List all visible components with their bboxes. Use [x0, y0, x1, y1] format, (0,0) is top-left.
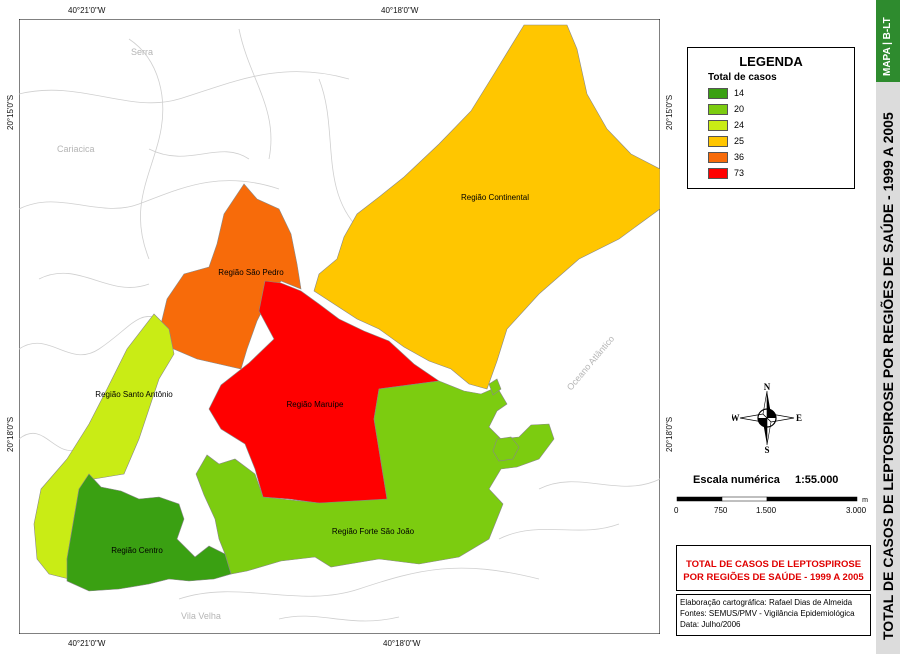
credits-box: Elaboração cartográfica: Rafael Dias de …	[676, 594, 871, 636]
legend-swatch	[708, 136, 728, 147]
side-title-band	[876, 82, 900, 654]
background-lines	[19, 28, 660, 622]
legend-swatch	[708, 168, 728, 179]
legend-subtitle: Total de casos	[708, 72, 777, 83]
legend-swatch	[708, 104, 728, 115]
scale-title: Escala numérica	[693, 474, 780, 486]
region-centro-shape[interactable]	[66, 473, 232, 592]
credit-author: Elaboração cartográfica: Rafael Dias de …	[680, 598, 853, 607]
region-forte-sao-joao-shape[interactable]	[195, 380, 555, 575]
scale-value: 1:55.000	[795, 474, 839, 486]
map-canvas: Região Continental Região São Pedro Regi…	[19, 19, 660, 634]
scale-tick: 750	[714, 506, 728, 515]
coord-right-lower: 20°18'0"S	[665, 416, 674, 452]
compass-s: S	[764, 445, 769, 453]
title-line-2: POR REGIÕES DE SAÚDE - 1999 A 2005	[683, 572, 864, 583]
place-label-cariacica: Cariacica	[57, 144, 95, 154]
region-label-santo-antonio: Região Santo Antônio	[95, 390, 173, 399]
legend-swatch	[708, 88, 728, 99]
coord-top-left: 40°21'0"W	[68, 6, 106, 15]
place-label-serra: Serra	[131, 47, 153, 57]
legend-swatch	[708, 120, 728, 131]
region-label-continental: Região Continental	[461, 193, 529, 202]
coord-left-lower: 20°18'0"S	[6, 416, 15, 452]
title-box: TOTAL DE CASOS DE LEPTOSPIROSE POR REGIÕ…	[676, 545, 871, 591]
legend-swatch	[708, 152, 728, 163]
side-title: TOTAL DE CASOS DE LEPTOSPIROSE POR REGIÕ…	[880, 112, 896, 640]
region-forte-island	[492, 436, 520, 462]
legend-label: 20	[734, 104, 745, 114]
compass-rose-icon: N S E W	[732, 383, 802, 453]
place-label-vila-velha: Vila Velha	[181, 611, 221, 621]
compass-w: W	[732, 413, 740, 423]
legend-title: LEGENDA	[739, 54, 803, 69]
coord-top-right: 40°18'0"W	[381, 6, 419, 15]
region-label-forte-sao-joao: Região Forte São João	[332, 527, 415, 536]
compass-n: N	[764, 383, 771, 392]
scale-tick: 3.000	[846, 506, 867, 515]
credit-sources: Fontes: SEMUS/PMV - Vigilância Epidemiol…	[680, 609, 855, 618]
credit-date: Data: Julho/2006	[680, 620, 741, 629]
title-line-1: TOTAL DE CASOS DE LEPTOSPIROSE	[685, 559, 862, 570]
legend-label: 24	[734, 120, 745, 130]
compass-e: E	[796, 413, 802, 423]
coord-right-upper: 20°15'0"S	[665, 94, 674, 130]
legend-label: 73	[734, 168, 745, 178]
scale-tick: 0	[674, 506, 679, 515]
legend-label: 36	[734, 152, 745, 162]
region-continental-shape[interactable]	[313, 24, 660, 390]
map-code-box	[876, 0, 900, 82]
coord-bottom-left: 40°21'0"W	[68, 639, 106, 648]
map-code: MAPA | B-LT	[882, 17, 893, 76]
region-label-centro: Região Centro	[111, 546, 163, 555]
legend-label: 25	[734, 136, 745, 146]
coord-left-upper: 20°15'0"S	[6, 94, 15, 130]
region-label-maruipe: Região Maruípe	[287, 400, 344, 409]
legend-label: 14	[734, 88, 745, 98]
region-label-sao-pedro: Região São Pedro	[218, 268, 284, 277]
legend: LEGENDA Total de casos 14 20 24 25 36 73	[687, 47, 855, 189]
map-frame: Região Continental Região São Pedro Regi…	[19, 19, 660, 634]
scale-bar: m	[676, 496, 868, 504]
scale-tick: 1.500	[756, 506, 777, 515]
scale-unit: m	[862, 497, 868, 504]
region-forte-island-small	[488, 378, 502, 396]
regions-layer	[33, 24, 660, 592]
coord-bottom-right: 40°18'0"W	[383, 639, 421, 648]
